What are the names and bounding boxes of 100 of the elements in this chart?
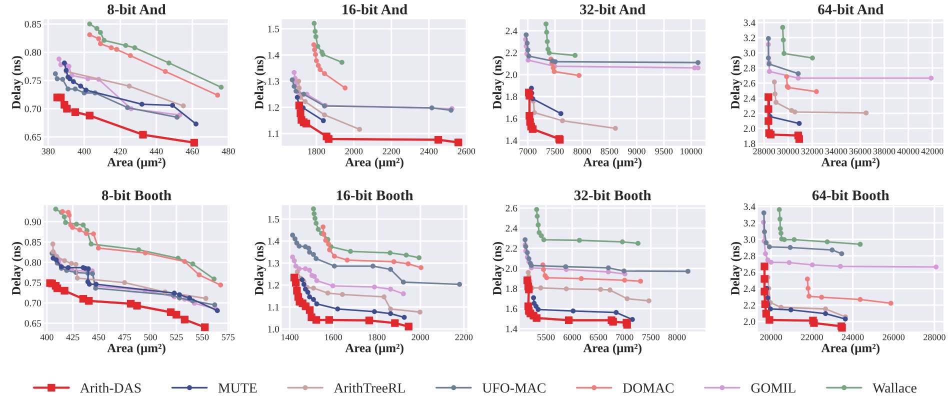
x-tick-label: 1800 bbox=[308, 148, 326, 154]
y-axis-title: Delay (ns) bbox=[492, 242, 504, 296]
y-tick-label: 1.6 bbox=[506, 115, 518, 122]
y-axis-title: Delay (ns) bbox=[730, 242, 742, 296]
x-tick-label: 1600 bbox=[325, 334, 342, 340]
y-tick-label: 2.0 bbox=[744, 125, 756, 132]
x-tick-label: 2200 bbox=[455, 334, 473, 340]
x-axis-title: Area (μm²) bbox=[107, 158, 166, 169]
legend-label: DOMAC bbox=[622, 383, 674, 393]
x-tick-label: 8000 bbox=[574, 148, 591, 154]
y-tick-label: 1.2 bbox=[268, 104, 279, 111]
x-tick-label: 38000 bbox=[873, 148, 896, 154]
x-axis-title: Area (μm²) bbox=[345, 158, 404, 169]
x-tick-label: 480 bbox=[222, 148, 235, 154]
x-tick-label: 9500 bbox=[655, 148, 673, 154]
x-tick-label: 7500 bbox=[642, 334, 660, 340]
y-tick-label: 2.6 bbox=[744, 80, 756, 87]
y-tick-label: 1.0 bbox=[268, 326, 280, 333]
x-tick-label: 24000 bbox=[842, 334, 864, 340]
y-tick-label: 1.4 bbox=[506, 326, 518, 332]
x-tick-label: 500 bbox=[144, 334, 157, 340]
y-tick-label: 0.80 bbox=[24, 259, 42, 266]
x-axis-title: Area (μm²) bbox=[107, 343, 166, 355]
y-tick-label: 3.0 bbox=[744, 50, 756, 56]
x-tick-label: 20000 bbox=[760, 334, 782, 340]
chart-title: 64-bit And bbox=[818, 4, 884, 14]
x-tick-label: 6000 bbox=[564, 334, 581, 340]
y-axis-title: Delay (ns) bbox=[254, 242, 266, 296]
y-tick-label: 2.2 bbox=[506, 50, 517, 56]
x-tick-label: 40000 bbox=[897, 148, 920, 154]
y-tick-label: 1.5 bbox=[268, 216, 280, 223]
y-tick-label: 0.85 bbox=[24, 238, 42, 246]
y-tick-label: 2.6 bbox=[506, 204, 518, 212]
chart-title: 32-bit And bbox=[580, 4, 646, 14]
chart-title: 32-bit Booth bbox=[574, 190, 652, 200]
x-tick-label: 6500 bbox=[590, 334, 608, 340]
x-tick-label: 8500 bbox=[600, 148, 618, 154]
x-tick-label: 32000 bbox=[801, 148, 824, 154]
legend-label: UFO-MAC bbox=[482, 383, 546, 393]
x-tick-label: 7500 bbox=[546, 148, 564, 154]
y-tick-label: 2.0 bbox=[744, 318, 756, 326]
chart-title: 16-bit Booth bbox=[337, 190, 414, 200]
y-tick-label: 3.2 bbox=[744, 220, 755, 226]
x-tick-label: 575 bbox=[222, 334, 235, 340]
legend-label: GOMIL bbox=[751, 383, 796, 393]
y-tick-label: 1.8 bbox=[506, 285, 518, 292]
y-tick-label: 2.8 bbox=[744, 252, 756, 260]
y-tick-label: 1.1 bbox=[268, 304, 279, 311]
y-tick-label: 2.2 bbox=[744, 110, 755, 117]
x-tick-label: 380 bbox=[42, 148, 55, 154]
y-axis-title: Delay (ns) bbox=[730, 56, 742, 110]
y-tick-label: 2.0 bbox=[506, 265, 518, 272]
x-tick-label: 5500 bbox=[538, 334, 555, 340]
y-tick-label: 1.4 bbox=[506, 137, 518, 144]
y-tick-label: 1.4 bbox=[268, 238, 280, 245]
legend-label: Wallace bbox=[872, 382, 916, 393]
y-tick-label: 0.70 bbox=[24, 106, 42, 112]
y-tick-label: 2.2 bbox=[744, 302, 755, 309]
x-tick-label: 1400 bbox=[282, 334, 298, 340]
y-tick-label: 2.4 bbox=[744, 95, 756, 102]
x-tick-label: 525 bbox=[170, 334, 183, 340]
x-tick-label: 9000 bbox=[628, 148, 646, 154]
x-tick-label: 2400 bbox=[420, 148, 438, 154]
x-tick-label: 475 bbox=[118, 334, 132, 340]
y-tick-label: 1.1 bbox=[268, 130, 279, 138]
x-axis-title: Area (μm²) bbox=[821, 343, 880, 355]
x-tick-label: 26000 bbox=[882, 334, 905, 340]
x-tick-label: 450 bbox=[92, 334, 106, 340]
y-tick-label: 1.6 bbox=[506, 306, 518, 312]
y-tick-label: 1.4 bbox=[268, 52, 280, 59]
x-tick-label: 400 bbox=[78, 148, 91, 154]
x-tick-label: 10000 bbox=[680, 148, 702, 154]
x-axis-title: Area (μm²) bbox=[345, 343, 404, 355]
x-tick-label: 2200 bbox=[382, 148, 400, 154]
x-tick-label: 30000 bbox=[777, 148, 800, 154]
y-tick-label: 0.80 bbox=[24, 49, 42, 56]
x-tick-label: 400 bbox=[40, 334, 54, 340]
y-tick-label: 2.4 bbox=[506, 28, 518, 34]
x-tick-label: 2600 bbox=[458, 148, 476, 154]
y-tick-label: 0.85 bbox=[24, 20, 42, 28]
x-tick-label: 36000 bbox=[849, 148, 872, 154]
y-axis-title: Delay (ns) bbox=[12, 242, 24, 296]
y-tick-label: 3.4 bbox=[744, 20, 756, 26]
y-tick-label: 3.2 bbox=[744, 34, 755, 42]
x-tick-label: 2000 bbox=[345, 148, 363, 154]
x-tick-label: 34000 bbox=[825, 148, 848, 154]
x-tick-label: 28000 bbox=[924, 334, 946, 340]
y-tick-label: 0.65 bbox=[24, 320, 42, 327]
y-tick-label: 1.8 bbox=[506, 93, 518, 100]
chart-title: 64-bit Booth bbox=[812, 190, 890, 200]
chart-title: 8-bit And bbox=[108, 4, 166, 14]
x-axis-title: Area (μm²) bbox=[583, 158, 642, 169]
legend-label: ArithTreeRL bbox=[334, 382, 405, 393]
y-tick-label: 1.2 bbox=[268, 282, 279, 289]
y-axis-title: Delay (ns) bbox=[492, 56, 504, 110]
y-tick-label: 2.4 bbox=[506, 225, 518, 232]
y-tick-label: 2.0 bbox=[506, 72, 518, 78]
x-axis-title: Area (μm²) bbox=[583, 343, 642, 355]
y-tick-label: 1.8 bbox=[744, 140, 756, 148]
y-tick-label: 0.75 bbox=[24, 77, 42, 84]
